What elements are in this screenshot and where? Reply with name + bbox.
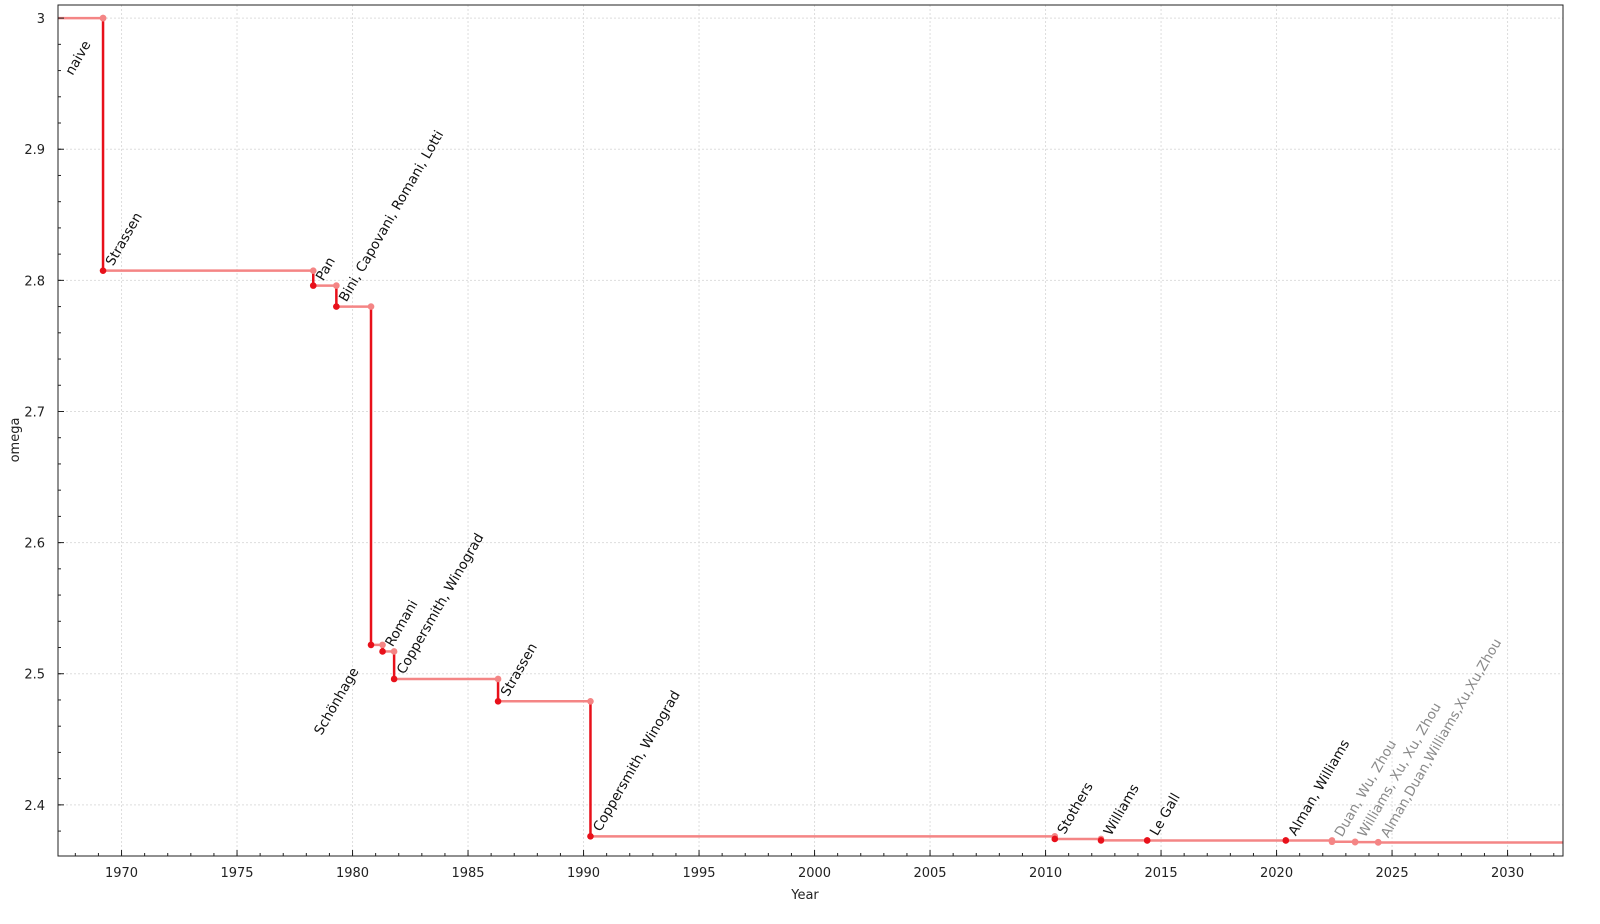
x-axis-label: Year bbox=[790, 888, 819, 903]
prev-point-marker bbox=[494, 675, 502, 683]
x-tick-label: 2020 bbox=[1260, 866, 1293, 881]
x-tick-label: 2025 bbox=[1376, 866, 1409, 881]
axes: 1970 1975 1980 1985 1990 1995 2000 2005 2010 2015… bbox=[24, 12, 1555, 881]
prev-point-marker bbox=[333, 282, 340, 289]
y-tick-label: 2.7 bbox=[24, 405, 45, 420]
data-point bbox=[1351, 838, 1359, 846]
y-tick-label: 2.4 bbox=[24, 799, 45, 814]
data-point bbox=[494, 697, 502, 705]
data-point bbox=[587, 833, 594, 840]
point-label: Strassen bbox=[103, 210, 146, 269]
x-tick-label: 2030 bbox=[1491, 866, 1524, 881]
point-label: Pan bbox=[313, 254, 339, 283]
x-tick-label: 1975 bbox=[220, 866, 253, 881]
point-label: Williams bbox=[1101, 781, 1143, 838]
x-tick-label: 1970 bbox=[105, 866, 138, 881]
prev-point-marker bbox=[367, 303, 375, 310]
data-point bbox=[1374, 839, 1382, 846]
x-tick-label: 1985 bbox=[451, 866, 484, 881]
data-point bbox=[309, 282, 317, 289]
data-point bbox=[333, 303, 340, 310]
x-tick-label: 2015 bbox=[1145, 866, 1178, 881]
y-tick-label: 2.9 bbox=[24, 143, 45, 158]
prev-point-marker bbox=[390, 648, 398, 655]
prev-point-marker bbox=[99, 14, 107, 22]
data-point bbox=[1143, 837, 1151, 844]
point-label: Le Gall bbox=[1147, 790, 1184, 838]
x-tick-label: 1995 bbox=[682, 866, 715, 881]
y-tick-label: 3 bbox=[37, 12, 45, 27]
grid bbox=[58, 5, 1563, 856]
y-tick-label: 2.6 bbox=[24, 537, 45, 552]
prev-point-marker bbox=[309, 267, 317, 274]
data-point bbox=[1282, 837, 1290, 844]
data-point bbox=[99, 267, 107, 274]
plot-frame bbox=[57, 4, 1564, 857]
point-label: Alman,Duan,Williams,Xu,Xu,Zhou bbox=[1378, 636, 1505, 841]
data-point bbox=[379, 648, 386, 655]
series bbox=[58, 14, 1563, 846]
point-label: Schönhage bbox=[311, 665, 362, 738]
x-tick-label: 2000 bbox=[798, 866, 831, 881]
data-point bbox=[390, 675, 398, 683]
x-tick-label: 1980 bbox=[336, 866, 369, 881]
point-label: Coppersmith, Winograd bbox=[590, 688, 684, 834]
data-point bbox=[367, 641, 375, 649]
point-label: Strassen bbox=[498, 641, 541, 700]
point-label: naive bbox=[62, 38, 94, 78]
data-point bbox=[1051, 835, 1059, 843]
x-tick-label: 1990 bbox=[567, 866, 600, 881]
data-point bbox=[1097, 837, 1105, 844]
point-label: Stothers bbox=[1054, 780, 1096, 837]
x-tick-label: 2005 bbox=[913, 866, 946, 881]
prev-point-marker bbox=[379, 641, 386, 649]
data-point bbox=[1328, 838, 1336, 846]
x-tick-label: 2010 bbox=[1029, 866, 1062, 881]
prev-point-marker bbox=[587, 697, 594, 705]
y-axis-label: omega bbox=[8, 418, 23, 463]
y-tick-label: 2.8 bbox=[24, 274, 45, 289]
y-tick-label: 2.5 bbox=[24, 668, 45, 683]
